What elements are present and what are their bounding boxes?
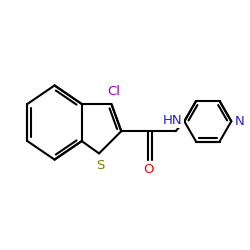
- Text: S: S: [96, 159, 104, 172]
- Text: O: O: [143, 164, 154, 176]
- Text: HN: HN: [163, 114, 182, 127]
- Text: Cl: Cl: [107, 85, 120, 98]
- Text: N: N: [235, 115, 245, 128]
